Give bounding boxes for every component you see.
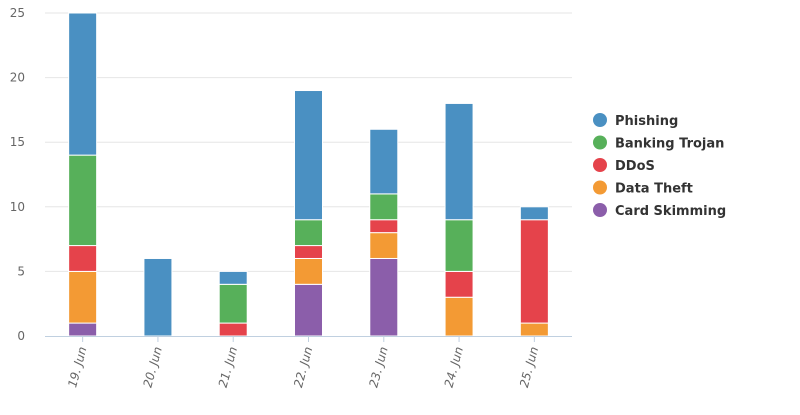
x-tick-label: 19. Jun (65, 345, 89, 389)
y-tick-label: 10 (10, 200, 25, 214)
legend-item-data-theft[interactable]: Data Theft (593, 180, 693, 197)
bar-segment-ddos[interactable] (294, 245, 323, 259)
bar-segment-phishing[interactable] (143, 257, 173, 337)
bar-segment-phishing[interactable] (444, 102, 474, 221)
legend-marker (593, 135, 607, 150)
legend-label: Card Skimming (615, 204, 726, 219)
x-tick-label: 23. Jun (366, 345, 390, 389)
legend-marker (593, 203, 607, 217)
y-tick-label: 25 (10, 6, 25, 20)
x-tick-label: 24. Jun (442, 345, 466, 389)
y-tick-label: 0 (17, 329, 25, 343)
bar-segment-banking-trojan[interactable] (369, 193, 399, 221)
bar-segment-banking-trojan[interactable] (444, 219, 474, 272)
bar-segment-phishing[interactable] (218, 270, 248, 285)
legend-label: Phishing (615, 114, 678, 129)
y-tick-label: 15 (10, 135, 25, 149)
bar-segment-banking-trojan[interactable] (218, 283, 248, 324)
bar-segment-data-theft[interactable] (68, 270, 98, 324)
legend: Phishing Banking Trojan DDoS Data Theft Card… (593, 113, 726, 219)
bar-segment-data-theft[interactable] (294, 257, 323, 285)
legend-label: Data Theft (615, 182, 693, 197)
legend-label: DDoS (615, 159, 655, 174)
bar-segment-data-theft[interactable] (369, 232, 399, 259)
legend-item-phishing[interactable]: Phishing (593, 113, 678, 129)
x-tick-label: 25. Jun (517, 345, 541, 389)
legend-item-banking-trojan[interactable]: Banking Trojan (593, 135, 724, 152)
bar-segment-ddos[interactable] (369, 219, 399, 234)
bar-segment-ddos[interactable] (218, 322, 248, 337)
legend-marker (593, 113, 607, 127)
legend-item-ddos[interactable]: DDoS (593, 158, 655, 174)
bar-segment-ddos[interactable] (519, 219, 549, 324)
bar-segment-data-theft[interactable] (444, 296, 474, 337)
legend-marker (593, 180, 607, 195)
y-tick-label: 5 (17, 264, 25, 278)
bars (68, 12, 549, 337)
legend-item-card-skimming[interactable]: Card Skimming (593, 203, 726, 219)
legend-label: Banking Trojan (615, 137, 724, 152)
bar-segment-card-skimming[interactable] (369, 257, 399, 337)
bar-segment-card-skimming[interactable] (294, 283, 323, 337)
bar-segment-phishing[interactable] (294, 90, 323, 221)
x-tick-label: 21. Jun (216, 345, 240, 389)
y-tick-label: 20 (10, 71, 25, 85)
bar-segment-phishing[interactable] (68, 12, 98, 156)
bar-segment-card-skimming[interactable] (68, 322, 98, 337)
bar-segment-banking-trojan[interactable] (294, 219, 323, 247)
bar-segment-phishing[interactable] (519, 206, 549, 221)
legend-marker (593, 158, 607, 172)
bar-segment-banking-trojan[interactable] (68, 154, 98, 247)
bar-segment-ddos[interactable] (444, 270, 474, 298)
bar-segment-ddos[interactable] (68, 245, 98, 272)
x-tick-label: 22. Jun (291, 345, 315, 389)
bar-segment-phishing[interactable] (369, 128, 399, 195)
x-tick-label: 20. Jun (141, 345, 165, 389)
bar-segment-data-theft[interactable] (519, 322, 549, 337)
